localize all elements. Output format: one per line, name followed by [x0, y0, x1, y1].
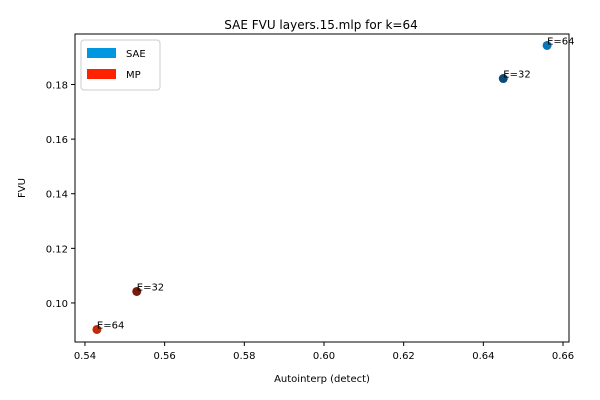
data-point-label: E=32 — [503, 70, 530, 81]
legend: SAE MP — [80, 39, 161, 91]
y-tick-label: 0.10 — [46, 299, 68, 310]
data-point-sae — [542, 40, 552, 50]
y-axis-label: FVU — [17, 178, 28, 198]
x-tick-label: 0.62 — [393, 351, 415, 362]
x-axis: 0.54 0.56 0.58 0.60 0.62 0.64 0.66 — [74, 342, 574, 362]
legend-swatch-sae — [87, 48, 116, 58]
legend-label-sae: SAE — [126, 49, 146, 60]
data-point-label: E=64 — [547, 36, 574, 47]
data-point-mp — [92, 324, 102, 334]
legend-frame — [80, 39, 161, 91]
data-point-label: E=32 — [137, 282, 164, 293]
x-tick-label: 0.58 — [233, 351, 255, 362]
data-point-label: E=64 — [97, 320, 124, 331]
chart-title: SAE FVU layers.15.mlp for k=64 — [224, 18, 417, 32]
y-tick-label: 0.18 — [46, 81, 68, 92]
data-point-sae — [498, 74, 508, 84]
data-points: E=32 E=64 E=32 E=64 — [92, 36, 575, 334]
data-point-mp — [132, 286, 142, 296]
x-tick-label: 0.56 — [154, 351, 176, 362]
y-tick-label: 0.12 — [46, 244, 68, 255]
plot-area-frame — [74, 33, 570, 343]
legend-label-mp: MP — [126, 70, 141, 81]
x-tick-label: 0.54 — [74, 351, 96, 362]
x-tick-label: 0.60 — [313, 351, 335, 362]
y-tick-label: 0.16 — [46, 135, 68, 146]
legend-swatch-mp — [87, 69, 116, 79]
x-tick-label: 0.64 — [472, 351, 494, 362]
x-tick-label: 0.66 — [552, 351, 574, 362]
x-axis-label: Autointerp (detect) — [274, 374, 370, 385]
y-axis: 0.10 0.12 0.14 0.16 0.18 — [46, 81, 75, 310]
y-tick-label: 0.14 — [46, 190, 68, 201]
